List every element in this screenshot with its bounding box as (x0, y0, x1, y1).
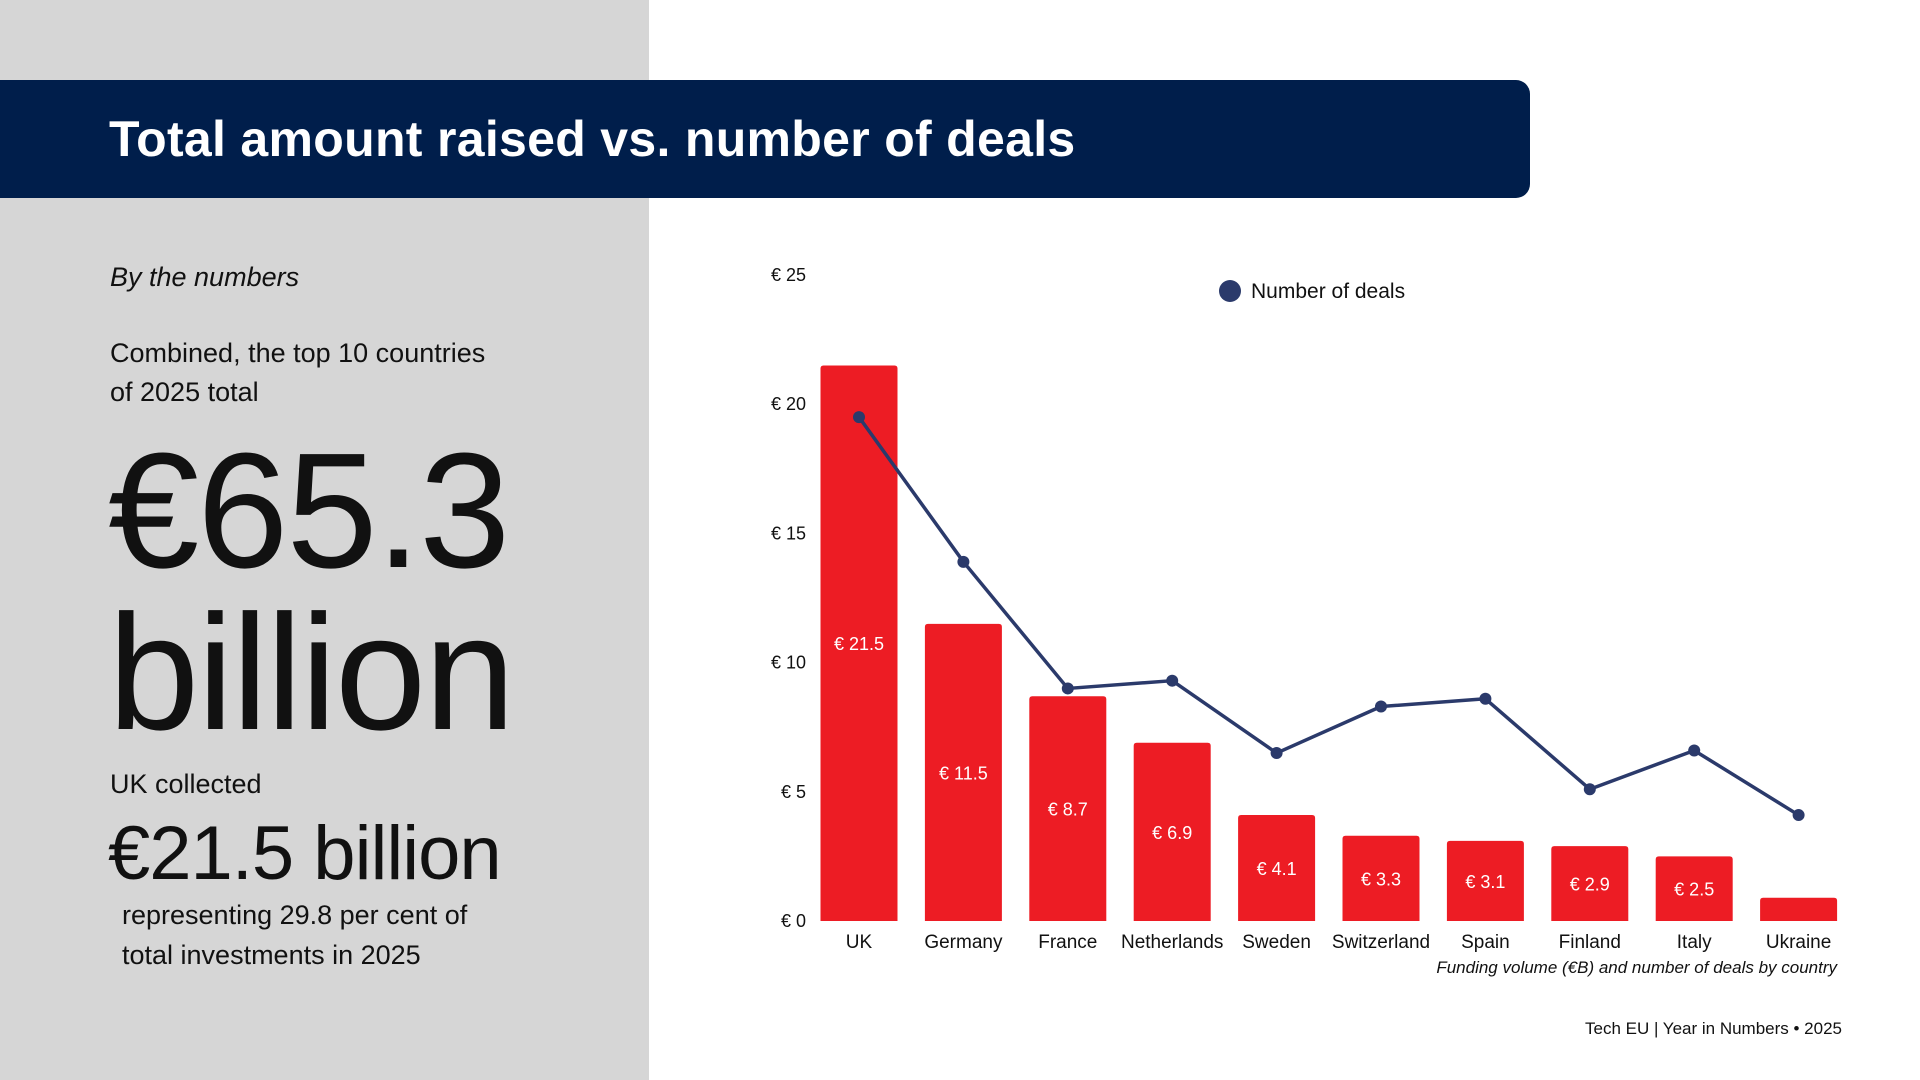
x-tick-label: Finland (1559, 932, 1621, 953)
deals-point (853, 411, 865, 424)
share-text: representing 29.8 per cent of total inve… (122, 895, 467, 975)
bar-value-label: € 3.1 (1465, 872, 1505, 892)
x-tick-label: Sweden (1242, 932, 1311, 953)
x-tick-label: Switzerland (1332, 932, 1430, 953)
bar (1029, 696, 1107, 921)
bar (1133, 742, 1211, 921)
bar (1238, 815, 1316, 921)
y-tick-label: € 25 (771, 265, 806, 285)
y-tick-label: € 5 (781, 782, 806, 802)
deals-point (957, 555, 970, 568)
total-value: €65.3 (108, 419, 510, 602)
bar-value-label: € 8.7 (1048, 800, 1088, 820)
bar-value-label: € 6.9 (1152, 823, 1192, 843)
x-tick-label: France (1038, 932, 1097, 953)
x-tick-label: Netherlands (1121, 932, 1223, 953)
subtitle: By the numbers (110, 262, 300, 292)
combined-text: Combined, the top 10 countries of 2025 t… (110, 334, 485, 412)
share-line-1: representing 29.8 per cent of (122, 900, 468, 930)
y-tick-label: € 20 (771, 394, 806, 414)
deals-line (857, 416, 1800, 817)
bar-value-label: € 21.5 (834, 634, 884, 654)
deals-point (1688, 744, 1701, 757)
deals-point (1270, 747, 1283, 760)
deals-point (1479, 692, 1492, 705)
bar-value-label: € 2.9 (1570, 875, 1610, 895)
y-tick-label: € 15 (771, 523, 806, 543)
bar (1446, 840, 1524, 921)
bar (1760, 897, 1838, 921)
deals-point (1166, 674, 1179, 687)
title-banner: Total amount raised vs. number of deals (0, 80, 1530, 198)
footer: Tech EU | Year in Numbers • 2025 (1584, 1019, 1842, 1038)
x-tick-label: Spain (1461, 932, 1510, 953)
x-tick-label: Ukraine (1766, 932, 1831, 953)
combined-line-1: Combined, the top 10 countries (110, 338, 486, 368)
legend-marker (1219, 280, 1241, 302)
bar (1551, 846, 1629, 921)
bar (1655, 856, 1733, 921)
bar (924, 623, 1002, 921)
deals-point (1061, 682, 1074, 695)
deals-point (1583, 783, 1596, 796)
bar-value-label: € 3.3 (1361, 869, 1401, 889)
x-tick-label: Italy (1677, 932, 1712, 953)
bar-value-label: € 4.1 (1257, 859, 1297, 879)
uk-label: UK collected (110, 769, 262, 799)
chart-caption: Funding volume (€B) and number of deals … (1436, 958, 1837, 977)
x-tick-label: Germany (924, 932, 1003, 953)
bar (1342, 835, 1420, 921)
total-unit: billion (108, 581, 515, 764)
share-line-2: total investments in 2025 (122, 940, 421, 970)
y-tick-label: € 10 (771, 653, 806, 673)
bar-value-label: € 11.5 (939, 763, 988, 783)
deals-point (1375, 700, 1387, 713)
x-tick-label: UK (846, 932, 873, 953)
page-title: Total amount raised vs. number of deals (109, 111, 1076, 167)
total-amount: €65.3 billion (108, 419, 515, 764)
bar (820, 365, 898, 921)
y-tick-label: € 0 (781, 911, 806, 931)
bar-value-label: € 2.5 (1674, 880, 1714, 900)
deals-point (1792, 809, 1805, 822)
uk-value: €21.5 billion (108, 811, 502, 896)
legend-label: Number of deals (1251, 280, 1405, 303)
combined-line-2: of 2025 total (110, 377, 259, 407)
